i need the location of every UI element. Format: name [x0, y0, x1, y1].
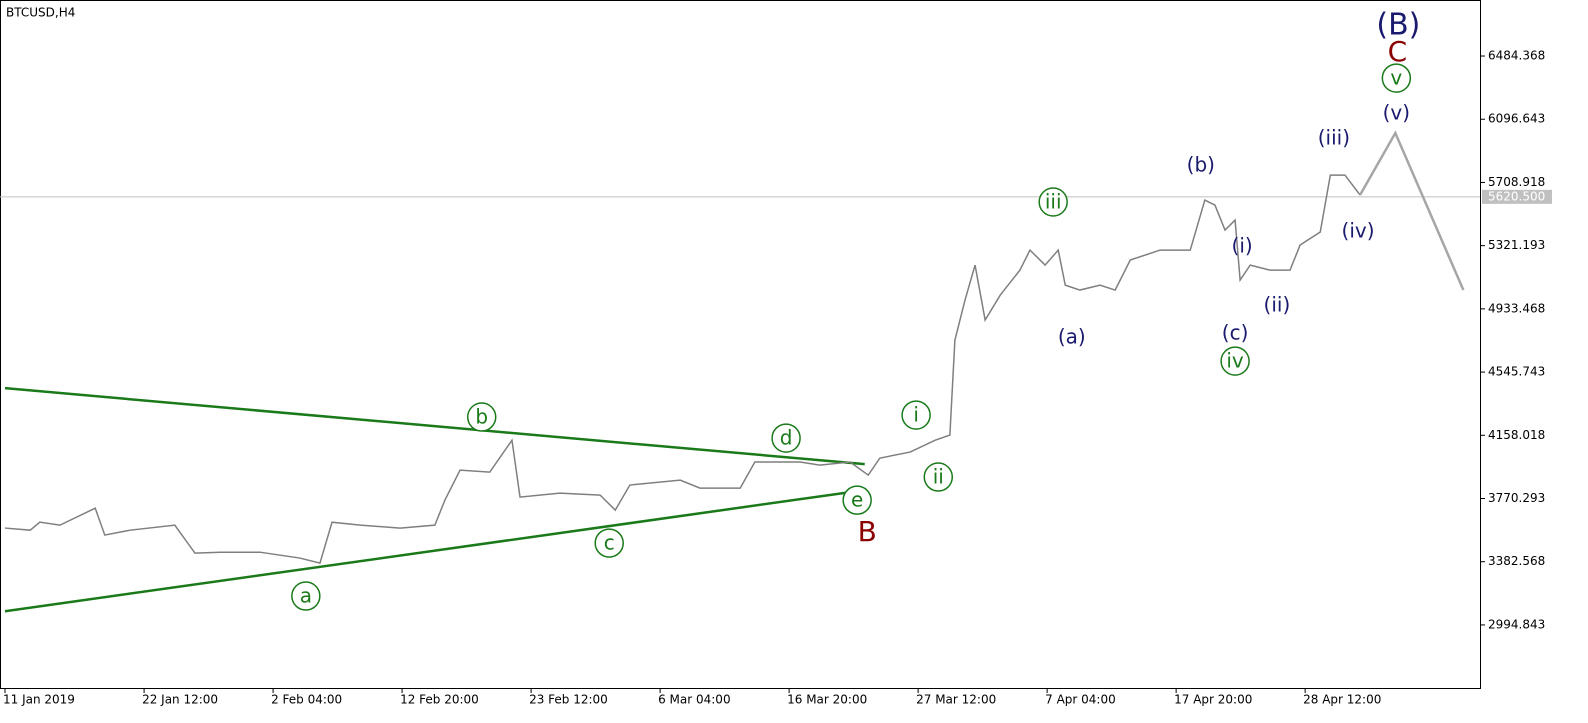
wave-label: (B): [1376, 7, 1420, 42]
wave-circle: [1381, 63, 1412, 93]
y-tick-label: 6096.643: [1488, 112, 1545, 126]
wave-label: b: [475, 405, 488, 429]
y-tick-label: 3382.568: [1488, 554, 1545, 568]
x-tick-label: 17 Apr 20:00: [1174, 693, 1252, 707]
trendline: [4, 386, 865, 466]
wave-label: (iii): [1318, 126, 1350, 150]
wave-label: i: [913, 403, 919, 427]
wave-circle: [1038, 187, 1068, 217]
wave-label: (ii): [1264, 293, 1291, 317]
wave-circle: [842, 485, 872, 515]
x-tick-label: 2 Feb 04:00: [271, 693, 342, 707]
current-price-box: [1482, 189, 1552, 204]
x-tick-label: 22 Jan 12:00: [142, 693, 218, 707]
y-tick-label: 2994.843: [1488, 617, 1545, 631]
x-tick-label: 23 Feb 12:00: [529, 693, 608, 707]
wave-label: (i): [1232, 234, 1253, 258]
wave-label: (c): [1222, 321, 1249, 345]
wave-label: (b): [1187, 152, 1215, 176]
wave-circle: [923, 462, 954, 492]
x-tick-label: 16 Mar 20:00: [787, 693, 867, 707]
x-tick-label: 27 Mar 12:00: [916, 693, 996, 707]
wave-label: v: [1390, 66, 1402, 90]
x-tick-label: 12 Feb 20:00: [400, 693, 479, 707]
wave-label: e: [851, 488, 863, 512]
wave-circle: [594, 528, 624, 558]
x-tick-label: 11 Jan 2019: [3, 693, 75, 707]
wave-circle: [291, 581, 321, 611]
wave-circle: [1220, 346, 1250, 376]
forecast-line: [1358, 130, 1465, 291]
y-tick-label: 4545.743: [1488, 365, 1545, 379]
current-price-label: 5620.500: [1488, 189, 1545, 203]
wave-label: iv: [1226, 349, 1244, 373]
y-tick-label: 4158.018: [1488, 428, 1545, 442]
wave-circle: [466, 402, 497, 432]
trendline: [4, 488, 865, 613]
y-tick-label: 3770.293: [1488, 491, 1545, 505]
wave-label: ii: [933, 465, 944, 489]
wave-label: B: [858, 515, 877, 548]
x-tick-label: 28 Apr 12:00: [1303, 693, 1381, 707]
wave-label: C: [1388, 35, 1408, 68]
x-tick-label: 7 Apr 04:00: [1045, 693, 1116, 707]
wave-label: (v): [1383, 100, 1410, 124]
y-tick-label: 6484.368: [1488, 49, 1545, 63]
chart-title: BTCUSD,H4: [6, 6, 75, 20]
y-tick-label: 5708.918: [1488, 175, 1545, 189]
plot-frame: [0, 0, 1481, 689]
price-line: [4, 174, 1361, 565]
wave-label: (iv): [1342, 219, 1375, 243]
wave-label: (a): [1058, 325, 1086, 349]
wave-circle: [771, 423, 801, 453]
wave-circle: [901, 400, 931, 430]
y-tick-label: 5321.193: [1488, 238, 1545, 252]
y-tick-label: 4933.468: [1488, 301, 1545, 315]
wave-label: c: [604, 531, 615, 555]
wave-label: iii: [1045, 189, 1062, 213]
wave-label: d: [780, 426, 793, 450]
wave-label: a: [300, 584, 312, 608]
x-tick-label: 6 Mar 04:00: [658, 693, 731, 707]
